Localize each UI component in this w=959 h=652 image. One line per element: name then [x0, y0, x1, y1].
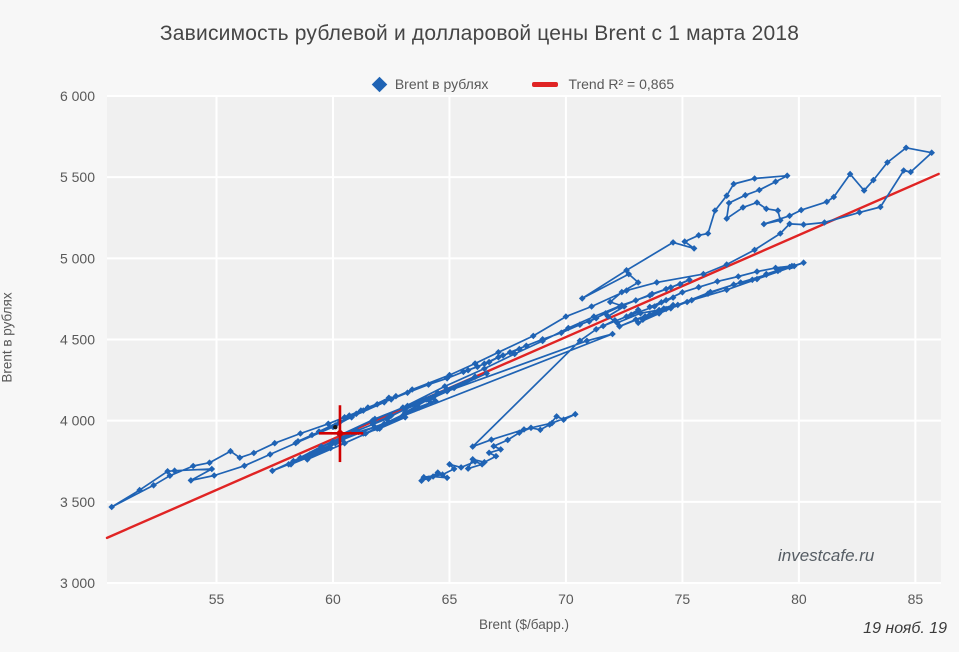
y-tick-label: 6 000: [60, 88, 95, 104]
legend-item-series: Brent в рублях: [371, 76, 489, 92]
legend-item-trend: Trend R² = 0,865: [532, 76, 674, 92]
y-tick-label: 4 500: [60, 332, 95, 348]
x-tick-label: 85: [908, 591, 924, 607]
y-tick-label: 5 000: [60, 250, 95, 266]
y-axis-title: Brent в рублях: [0, 292, 15, 383]
y-tick-label: 4 000: [60, 413, 95, 429]
x-tick-label: 60: [325, 591, 341, 607]
crosshair-center: [335, 428, 345, 438]
trend-line: [105, 172, 940, 540]
x-tick-label: 80: [791, 591, 807, 607]
trend-line-icon: [532, 81, 559, 87]
x-tick-label: 75: [675, 591, 691, 607]
y-tick-label: 3 000: [60, 575, 95, 591]
legend-series-label: Brent в рублях: [394, 76, 489, 92]
x-tick-label: 70: [558, 591, 574, 607]
x-tick-label: 65: [442, 591, 458, 607]
x-tick-label: 55: [209, 591, 225, 607]
date-note: 19 нояб. 19: [863, 620, 947, 637]
legend-trend-label: Trend R² = 0,865: [568, 76, 675, 92]
watermark: investcafe.ru: [778, 546, 875, 565]
y-tick-label: 3 500: [60, 494, 95, 510]
y-tick-label: 5 500: [60, 169, 95, 185]
chart-title: Зависимость рублевой и долларовой цены B…: [159, 22, 800, 45]
legend: Brent в рублях Trend R² = 0,865: [107, 76, 941, 92]
x-axis-title: Brent ($/барр.): [479, 617, 569, 632]
cursor-dot: [333, 424, 338, 430]
